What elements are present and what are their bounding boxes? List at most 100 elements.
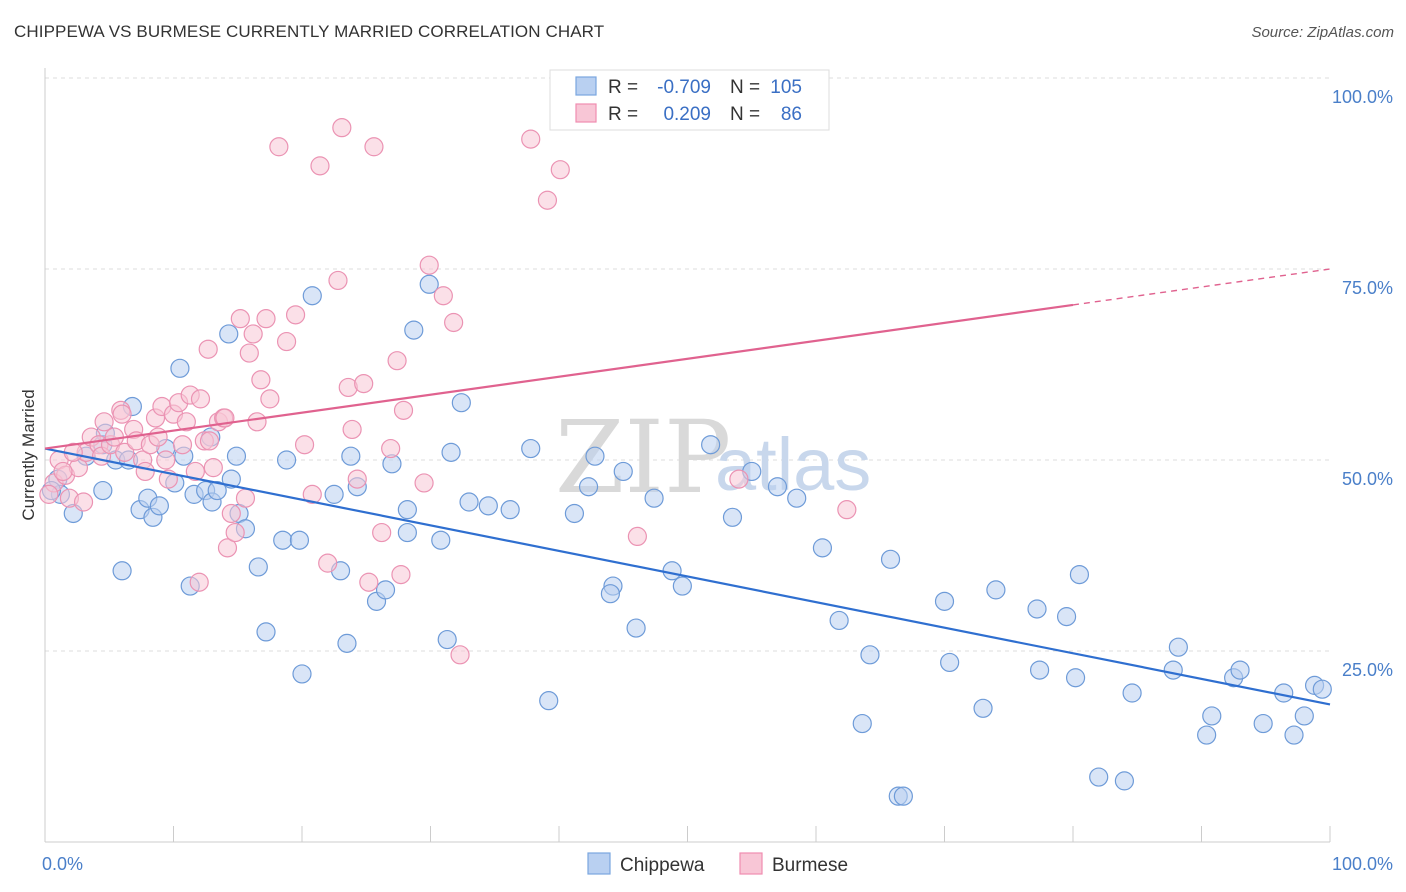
chippewa-point-47 bbox=[431, 530, 451, 550]
burmese-point-75 bbox=[729, 469, 749, 489]
burmese-point-65 bbox=[391, 564, 411, 585]
chippewa-point-71 bbox=[812, 538, 833, 558]
burmese-point-84 bbox=[39, 484, 59, 504]
burmese-point-60 bbox=[364, 137, 384, 157]
chippewa-point-26 bbox=[226, 446, 247, 466]
y-tick-label-3: 100.0% bbox=[1332, 87, 1393, 107]
chippewa-point-54 bbox=[521, 438, 541, 459]
watermark-zip: ZIP bbox=[555, 399, 731, 516]
bottom-legend-label-chippewa: Chippewa bbox=[620, 855, 705, 876]
burmese-point-28 bbox=[185, 461, 205, 482]
chippewa-point-23 bbox=[207, 480, 227, 501]
burmese-point-38 bbox=[230, 309, 250, 329]
legend-r-label-chippewa: R = bbox=[608, 77, 638, 98]
legend-r-value-burmese: 0.209 bbox=[663, 104, 711, 125]
burmese-point-26 bbox=[176, 412, 196, 432]
chippewa-point-68 bbox=[722, 507, 743, 527]
burmese-point-42 bbox=[247, 412, 267, 432]
legend-n-value-chippewa: 105 bbox=[770, 77, 802, 98]
chippewa-point-49 bbox=[441, 442, 461, 462]
chippewa-point-65 bbox=[672, 576, 692, 596]
burmese-point-9 bbox=[94, 412, 114, 432]
chippewa-point-51 bbox=[459, 492, 479, 512]
burmese-point-17 bbox=[135, 461, 155, 482]
chippewa-point-24 bbox=[221, 469, 241, 489]
chippewa-point-104 bbox=[375, 580, 396, 600]
burmese-point-39 bbox=[235, 488, 256, 508]
chippewa-point-61 bbox=[613, 461, 633, 482]
x-ticks bbox=[44, 826, 1331, 842]
burmese-point-64 bbox=[393, 400, 414, 420]
burmese-point-36 bbox=[221, 503, 241, 524]
chippewa-point-52 bbox=[478, 496, 498, 516]
burmese-point-69 bbox=[444, 312, 464, 333]
chippewa-point-90 bbox=[1163, 660, 1183, 680]
chippewa-point-57 bbox=[578, 477, 599, 497]
chippewa-point-43 bbox=[397, 522, 417, 543]
burmese-point-71 bbox=[521, 129, 541, 149]
burmese-point-47 bbox=[276, 331, 297, 352]
chippewa-point-44 bbox=[397, 500, 417, 520]
burmese-point-50 bbox=[302, 484, 322, 504]
chippewa-point-55 bbox=[539, 691, 559, 711]
burmese-point-78 bbox=[112, 404, 132, 424]
burmese-point-43 bbox=[251, 370, 271, 390]
legend-n-value-burmese: 86 bbox=[781, 104, 802, 125]
chippewa-point-32 bbox=[276, 450, 297, 470]
y-tick-label-1: 50.0% bbox=[1342, 469, 1393, 489]
chippewa-point-31 bbox=[273, 530, 293, 550]
chippewa-point-69 bbox=[767, 477, 788, 497]
y-tick-label-0: 25.0% bbox=[1342, 660, 1393, 680]
chippewa-point-33 bbox=[289, 530, 310, 550]
burmese-point-32 bbox=[203, 458, 223, 478]
legend-n-label-burmese: N = bbox=[730, 104, 760, 125]
burmese-point-25 bbox=[172, 435, 193, 455]
burmese-point-70 bbox=[450, 645, 470, 665]
chippewa-point-35 bbox=[302, 286, 322, 306]
burmese-point-85 bbox=[53, 461, 73, 482]
chippewa-point-50 bbox=[451, 393, 471, 413]
legend-r-label-burmese: R = bbox=[608, 104, 638, 125]
chippewa-point-16 bbox=[170, 358, 190, 378]
chippewa-point-85 bbox=[1065, 668, 1086, 688]
burmese-point-73 bbox=[550, 160, 570, 180]
chippewa-point-6 bbox=[112, 561, 132, 581]
burmese-point-54 bbox=[332, 118, 352, 138]
chippewa-point-88 bbox=[1114, 771, 1135, 791]
chippewa-point-98 bbox=[1284, 725, 1304, 745]
legend-swatch-chippewa bbox=[575, 76, 597, 96]
burmese-point-31 bbox=[198, 339, 218, 359]
chippewa-point-5 bbox=[93, 480, 113, 501]
x-tick-label-max: 100.0% bbox=[1332, 854, 1393, 874]
chippewa-point-73 bbox=[852, 713, 872, 734]
chippewa-point-60 bbox=[600, 584, 621, 604]
legend: R = -0.709 N = 105 R = 0.209 N = 86 bbox=[549, 69, 830, 131]
trend-lines bbox=[44, 268, 1331, 706]
bottom-legend: Chippewa Burmese bbox=[587, 852, 848, 876]
burmese-point-58 bbox=[354, 374, 374, 394]
burmese-point-81 bbox=[199, 431, 220, 451]
burmese-point-66 bbox=[414, 473, 434, 493]
chippewa-point-89 bbox=[1122, 683, 1142, 703]
gridlines bbox=[45, 77, 1330, 652]
burmese-point-49 bbox=[294, 435, 315, 455]
chippewa-point-30 bbox=[256, 622, 276, 642]
chippewa-point-70 bbox=[787, 488, 807, 508]
burmese-point-40 bbox=[239, 343, 259, 363]
chippewa-point-63 bbox=[644, 488, 664, 508]
burmese-point-37 bbox=[225, 522, 245, 543]
burmese-point-63 bbox=[387, 351, 407, 371]
chippewa-point-34 bbox=[292, 664, 312, 684]
chippewa-trend-line bbox=[44, 447, 1331, 706]
burmese-point-44 bbox=[256, 309, 276, 329]
burmese-point-79 bbox=[73, 492, 94, 512]
legend-n-label-chippewa: N = bbox=[730, 77, 760, 98]
burmese-point-45 bbox=[260, 389, 280, 409]
burmese-point-68 bbox=[433, 286, 453, 306]
burmese-point-35 bbox=[217, 538, 238, 558]
legend-swatch-burmese bbox=[575, 103, 597, 123]
chippewa-point-74 bbox=[860, 645, 880, 665]
chippewa-point-92 bbox=[1197, 725, 1217, 745]
burmese-point-46 bbox=[269, 137, 289, 157]
y-axis-title: Currently Married bbox=[19, 389, 38, 520]
